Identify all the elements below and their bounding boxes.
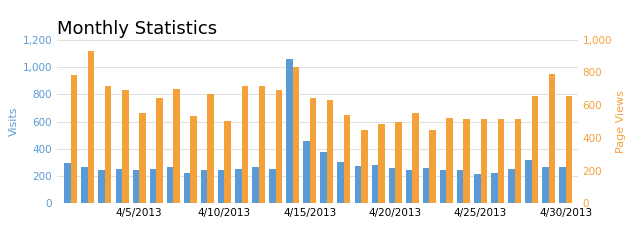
Bar (286, 60, 293, 203)
Bar (184, 173, 190, 203)
Bar (446, 118, 453, 203)
Bar (81, 167, 88, 203)
Bar (361, 130, 368, 203)
Bar (378, 124, 385, 203)
Bar (412, 113, 418, 203)
Bar (190, 116, 197, 203)
Bar (241, 86, 248, 203)
Bar (371, 165, 378, 203)
Bar (173, 90, 180, 203)
Bar (474, 174, 481, 203)
Bar (258, 86, 265, 203)
Bar (208, 94, 214, 203)
Bar (337, 162, 344, 203)
Bar (525, 160, 531, 203)
Bar (515, 120, 521, 203)
Bar (464, 120, 470, 203)
Bar (498, 119, 504, 203)
Bar (116, 169, 122, 203)
Text: Monthly Statistics: Monthly Statistics (57, 20, 217, 38)
Bar (429, 130, 436, 203)
Bar (559, 167, 566, 203)
Y-axis label: Visits: Visits (8, 107, 18, 136)
Bar (423, 168, 429, 203)
Bar (566, 95, 572, 203)
Bar (406, 170, 412, 203)
Bar (531, 95, 538, 203)
Bar (224, 121, 231, 203)
Bar (269, 169, 276, 203)
Bar (133, 170, 139, 203)
Bar (508, 169, 515, 203)
Bar (150, 169, 156, 203)
Bar (88, 51, 95, 203)
Bar (218, 170, 224, 203)
Bar (139, 113, 145, 203)
Bar (235, 169, 241, 203)
Bar (440, 170, 446, 203)
Bar (549, 74, 556, 203)
Bar (310, 98, 316, 203)
Y-axis label: Page Views: Page Views (617, 90, 626, 153)
Bar (156, 98, 163, 203)
Bar (457, 170, 464, 203)
Bar (304, 141, 310, 203)
Bar (344, 115, 351, 203)
Bar (293, 67, 299, 203)
Bar (327, 100, 333, 203)
Bar (542, 167, 549, 203)
Bar (481, 120, 487, 203)
Bar (276, 90, 282, 203)
Bar (321, 152, 327, 203)
Bar (122, 90, 128, 203)
Bar (252, 167, 258, 203)
Bar (201, 170, 208, 203)
Bar (167, 167, 173, 203)
Bar (395, 122, 402, 203)
Bar (98, 170, 105, 203)
Bar (491, 173, 498, 203)
Bar (105, 86, 111, 203)
Bar (64, 163, 71, 203)
Bar (71, 75, 77, 203)
Bar (354, 166, 361, 203)
Bar (389, 168, 395, 203)
